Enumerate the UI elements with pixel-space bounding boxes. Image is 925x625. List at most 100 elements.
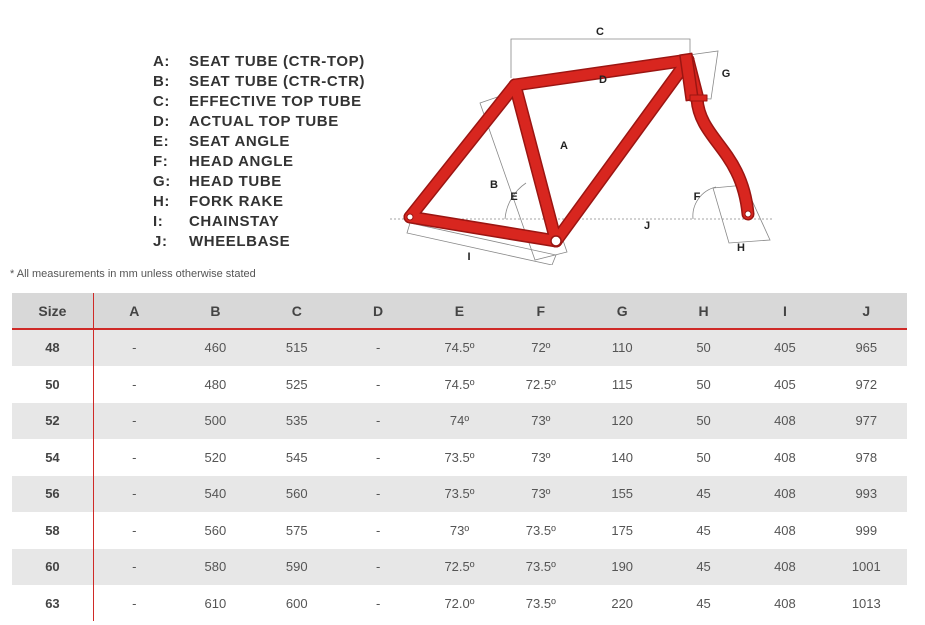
- seat-angle-arc: [504, 182, 527, 220]
- legend-item: G: HEAD TUBE: [153, 172, 365, 192]
- legend-item: A: SEAT TUBE (CTR-TOP): [153, 52, 365, 72]
- table-cell: 72.0º: [418, 584, 501, 621]
- legend-key: F:: [153, 153, 169, 170]
- table-cell: 74.5º: [418, 329, 501, 366]
- table-cell: -: [337, 511, 419, 549]
- table-cell: 978: [825, 438, 907, 476]
- table-cell: 45: [662, 548, 745, 585]
- table-cell: 408: [744, 475, 826, 512]
- legend-item: H: FORK RAKE: [153, 192, 365, 212]
- table-cell: 515: [256, 329, 338, 366]
- table-cell: -: [337, 438, 419, 476]
- label-i: I: [467, 251, 470, 263]
- table-cell: 460: [174, 329, 257, 366]
- legend-key: C:: [153, 93, 171, 110]
- legend-label: CHAINSTAY: [189, 213, 280, 230]
- size-cell: 63: [12, 584, 94, 621]
- size-cell: 52: [12, 402, 94, 439]
- head-angle-arc: [692, 186, 717, 220]
- table-cell: 72.5º: [418, 548, 501, 585]
- table-cell: -: [337, 475, 419, 512]
- column-header: J: [825, 293, 907, 330]
- table-cell: 590: [256, 548, 338, 585]
- table-cell: -: [93, 365, 175, 403]
- table-cell: 50: [662, 438, 745, 476]
- table-cell: 72º: [500, 329, 582, 366]
- chainstay-measure-box: [406, 222, 557, 265]
- column-header: F: [500, 293, 582, 330]
- table-cell: 408: [744, 402, 826, 439]
- table-cell: 408: [744, 438, 826, 476]
- legend-label: HEAD TUBE: [189, 173, 282, 190]
- label-b: B: [490, 179, 498, 191]
- table-cell: 74.5º: [418, 365, 501, 403]
- table-cell: 405: [744, 365, 826, 403]
- table-cell: 1013: [825, 584, 907, 621]
- table-cell: 520: [174, 438, 257, 476]
- table-row: 52-500 535-74º 73º 120 50 408 977: [12, 402, 907, 439]
- legend-key: D:: [153, 113, 171, 130]
- table-cell: 972: [825, 365, 907, 403]
- table-cell: 50: [662, 329, 745, 366]
- table-cell: 45: [662, 511, 745, 549]
- table-cell: -: [337, 584, 419, 621]
- table-cell: 73.5º: [500, 548, 582, 585]
- table-cell: 408: [744, 548, 826, 585]
- table-cell: -: [93, 548, 175, 585]
- label-c: C: [596, 26, 604, 38]
- size-cell: 48: [12, 329, 94, 366]
- table-cell: 575: [256, 511, 338, 549]
- table-row: 50-480 525-74.5º 72.5º 115 50 405 972: [12, 365, 907, 403]
- table-cell: 73º: [418, 511, 501, 549]
- table-cell: -: [337, 548, 419, 585]
- table-cell: -: [337, 402, 419, 439]
- top-tube: [510, 55, 693, 90]
- column-header: A: [93, 293, 175, 330]
- table-cell: 73.5º: [500, 584, 582, 621]
- column-header: D: [337, 293, 419, 330]
- table-cell: 73º: [500, 402, 582, 439]
- table-cell: 610: [174, 584, 257, 621]
- table-cell: 993: [825, 475, 907, 512]
- down-tube: [551, 55, 693, 246]
- table-cell: 560: [174, 511, 257, 549]
- head-tube-body: [679, 52, 699, 102]
- dimension-labels: C D G A B E F J H I: [467, 26, 745, 263]
- legend-label: SEAT TUBE (CTR-CTR): [189, 73, 366, 90]
- table-cell: 45: [662, 584, 745, 621]
- table-cell: 560: [256, 475, 338, 512]
- column-header: H: [662, 293, 745, 330]
- table-cell: 965: [825, 329, 907, 366]
- table-cell: 73º: [500, 438, 582, 476]
- table-cell: 977: [825, 402, 907, 439]
- legend-item: C: EFFECTIVE TOP TUBE: [153, 92, 365, 112]
- table-row: 63-610 600-72.0º 73.5º 220 45 408 1013: [12, 584, 907, 621]
- table-cell: 72.5º: [500, 365, 582, 403]
- table-cell: 73.5º: [418, 475, 501, 512]
- table-cell: 155: [581, 475, 663, 512]
- legend-label: WHEELBASE: [189, 233, 291, 250]
- table-cell: -: [337, 365, 419, 403]
- column-header: E: [418, 293, 501, 330]
- legend-label: HEAD ANGLE: [189, 153, 294, 170]
- table-body: 48-460 515-74.5º 72º 110 50 405 965 50-480 525-7…: [12, 329, 907, 621]
- table-cell: -: [93, 402, 175, 439]
- legend-key: H:: [153, 193, 171, 210]
- table-cell: 190: [581, 548, 663, 585]
- table-cell: -: [93, 438, 175, 476]
- column-header: B: [174, 293, 257, 330]
- label-f: F: [694, 191, 701, 203]
- legend-key: A:: [153, 53, 171, 70]
- legend-key: E:: [153, 133, 170, 150]
- column-header: Size: [12, 293, 94, 330]
- table-cell: 408: [744, 511, 826, 549]
- fork-crown: [689, 94, 708, 102]
- table-cell: 120: [581, 402, 663, 439]
- table-cell: 600: [256, 584, 338, 621]
- table-cell: 545: [256, 438, 338, 476]
- legend-item: E: SEAT ANGLE: [153, 132, 365, 152]
- legend-item: B: SEAT TUBE (CTR-CTR): [153, 72, 365, 92]
- table-cell: 480: [174, 365, 257, 403]
- fork: [692, 94, 753, 219]
- table-cell: 73.5º: [500, 511, 582, 549]
